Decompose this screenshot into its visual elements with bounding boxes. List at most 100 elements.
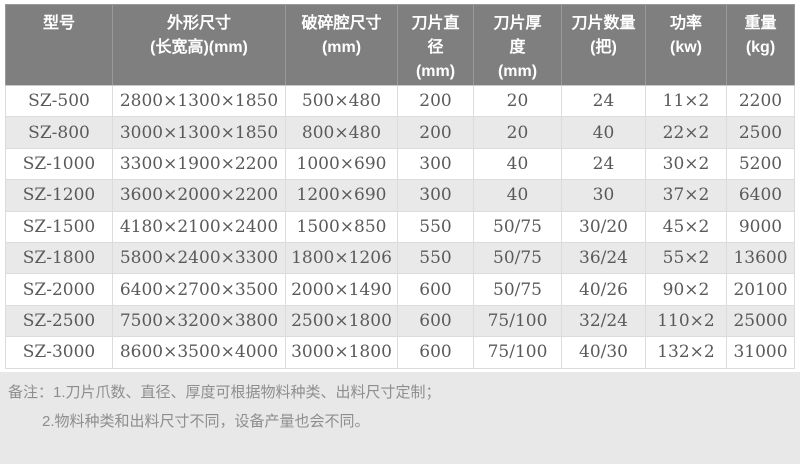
table-cell: 5800×2400×3300 (112, 241, 286, 275)
column-header-line: 外形尺寸 (166, 15, 231, 32)
note-item: 2.物料种类和出料尺寸不同，设备产量也会不同。 (42, 413, 370, 430)
product-spec-page: 型号 外形尺寸 (长宽高)(mm) 破碎腔尺寸 (mm) 刀片直径 (mm) 刀片厚度 (mm)… (0, 4, 800, 464)
table-cell: 3300×1900×2200 (112, 147, 286, 181)
column-header-line: 刀片厚 (493, 15, 542, 32)
notes-label: 备注： (8, 384, 54, 401)
model-cell: SZ-1200 (5, 179, 113, 212)
table-cell: 22×2 (645, 116, 727, 149)
model-cell: SZ-1800 (5, 241, 113, 275)
table-cell: 55×2 (645, 241, 727, 275)
table-row: SZ-1000 3300×1900×2200 1000×690 300 40 24 30×2… (5, 147, 795, 181)
table-row: SZ-1200 3600×2000×2200 1200×690 300 40 30 37×2… (5, 179, 795, 212)
table-cell: 200 (397, 116, 474, 149)
column-header-line: 度 (509, 39, 526, 56)
table-cell: 2200 (726, 84, 795, 118)
table-cell: 800×480 (285, 116, 398, 149)
table-row: SZ-2000 6400×2700×3500 2000×1490 600 50/75 40… (5, 273, 795, 306)
table-row: SZ-500 2800×1300×1850 500×480 200 20 24 11×2 22… (5, 84, 795, 118)
table-cell: 45×2 (645, 210, 727, 243)
table-cell: 50/75 (473, 241, 562, 275)
table-cell: 24 (561, 147, 646, 181)
column-header-model: 型号 (5, 4, 113, 86)
table-cell: 300 (397, 179, 474, 212)
table-cell: 1500×850 (285, 210, 398, 243)
table-cell: 4180×2100×2400 (112, 210, 286, 243)
column-header-line: 径 (427, 39, 444, 56)
column-header-line: (kw) (670, 39, 702, 56)
table-cell: 500×480 (285, 84, 398, 118)
column-header-power: 功率 (kw) (645, 4, 727, 86)
column-header-chamber-size: 破碎腔尺寸 (mm) (285, 4, 398, 86)
table-cell: 132×2 (645, 336, 727, 369)
table-cell: 40 (473, 147, 562, 181)
table-cell: 25000 (726, 304, 795, 338)
note-item: 1.刀片爪数、直径、厚度可根据物料种类、出料尺寸定制； (53, 384, 441, 401)
table-cell: 30 (561, 179, 646, 212)
column-header-blade-thickness: 刀片厚度 (mm) (473, 4, 562, 86)
table-cell: 1200×690 (285, 179, 398, 212)
table-cell: 600 (397, 273, 474, 306)
table-cell: 5200 (726, 147, 795, 181)
table-cell: 37×2 (645, 179, 727, 212)
table-cell: 32/24 (561, 304, 646, 338)
table-row: SZ-1500 4180×2100×2400 1500×850 550 50/75 30/… (5, 210, 795, 243)
column-header-line: 刀片数量 (571, 15, 636, 32)
table-cell: 600 (397, 336, 474, 369)
table-cell: 2800×1300×1850 (112, 84, 286, 118)
table-cell: 1000×690 (285, 147, 398, 181)
column-header-line: (把) (590, 39, 617, 56)
table-cell: 6400×2700×3500 (112, 273, 286, 306)
table-cell: 3000×1800 (285, 336, 398, 369)
column-header-line: (mm) (415, 63, 456, 80)
column-header-line: (mm) (497, 63, 538, 80)
table-cell: 40/30 (561, 336, 646, 369)
model-cell: SZ-2500 (5, 304, 113, 338)
table-cell: 24 (561, 84, 646, 118)
table-cell: 550 (397, 241, 474, 275)
table-cell: 11×2 (645, 84, 727, 118)
model-cell: SZ-500 (5, 84, 113, 118)
column-header-line: 重量 (744, 15, 777, 32)
table-cell: 36/24 (561, 241, 646, 275)
notes-section: 备注：1.刀片爪数、直径、厚度可根据物料种类、出料尺寸定制； 2.物料种类和出料… (0, 372, 800, 464)
table-cell: 75/100 (473, 336, 562, 369)
table-cell: 300 (397, 147, 474, 181)
column-header-line: 刀片直 (411, 15, 460, 32)
note-line: 备注：1.刀片爪数、直径、厚度可根据物料种类、出料尺寸定制； (0, 378, 800, 407)
table-cell: 13600 (726, 241, 795, 275)
table-cell: 40/26 (561, 273, 646, 306)
table-cell: 1800×1206 (285, 241, 398, 275)
spec-table-header: 型号 外形尺寸 (长宽高)(mm) 破碎腔尺寸 (mm) 刀片直径 (mm) 刀片厚度 (mm)… (5, 4, 795, 86)
table-cell: 20 (473, 116, 562, 149)
header-row: 型号 外形尺寸 (长宽高)(mm) 破碎腔尺寸 (mm) 刀片直径 (mm) 刀片厚度 (mm)… (5, 4, 795, 86)
column-header-blade-count: 刀片数量 (把) (561, 4, 646, 86)
table-cell: 75/100 (473, 304, 562, 338)
model-cell: SZ-1500 (5, 210, 113, 243)
spec-table: 型号 外形尺寸 (长宽高)(mm) 破碎腔尺寸 (mm) 刀片直径 (mm) 刀片厚度 (mm)… (5, 4, 795, 369)
table-cell: 6400 (726, 179, 795, 212)
table-cell: 40 (561, 116, 646, 149)
table-cell: 2500×1800 (285, 304, 398, 338)
column-header-line: (长宽高)(mm) (150, 39, 248, 56)
table-cell: 7500×3200×3800 (112, 304, 286, 338)
table-cell: 50/75 (473, 273, 562, 306)
column-header-line: 功率 (669, 15, 702, 32)
table-cell: 2000×1490 (285, 273, 398, 306)
table-cell: 31000 (726, 336, 795, 369)
column-header-line: (kg) (745, 39, 776, 56)
column-header-line: 型号 (42, 15, 75, 32)
table-cell: 40 (473, 179, 562, 212)
table-cell: 50/75 (473, 210, 562, 243)
table-cell: 600 (397, 304, 474, 338)
column-header-blade-diameter: 刀片直径 (mm) (397, 4, 474, 86)
model-cell: SZ-1000 (5, 147, 113, 181)
table-cell: 2500 (726, 116, 795, 149)
table-cell: 110×2 (645, 304, 727, 338)
table-cell: 30×2 (645, 147, 727, 181)
table-row: SZ-3000 8600×3500×4000 3000×1800 600 75/100 4… (5, 336, 795, 369)
table-cell: 8600×3500×4000 (112, 336, 286, 369)
model-cell: SZ-3000 (5, 336, 113, 369)
spec-table-body: SZ-500 2800×1300×1850 500×480 200 20 24 11×2 22… (5, 84, 795, 369)
table-cell: 20100 (726, 273, 795, 306)
table-cell: 3000×1300×1850 (112, 116, 286, 149)
